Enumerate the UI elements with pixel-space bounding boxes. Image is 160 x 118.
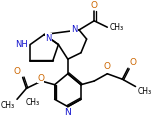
Text: CH₃: CH₃ <box>109 23 123 32</box>
Text: O: O <box>104 62 111 71</box>
Text: N: N <box>64 108 71 117</box>
Text: O: O <box>130 58 137 67</box>
Text: N: N <box>45 34 52 43</box>
Text: CH₃: CH₃ <box>25 98 40 107</box>
Text: O: O <box>91 1 98 10</box>
Text: O: O <box>14 67 21 76</box>
Text: O: O <box>37 74 44 83</box>
Text: NH: NH <box>16 40 28 49</box>
Text: CH₃: CH₃ <box>137 87 152 96</box>
Text: CH₃: CH₃ <box>1 101 15 110</box>
Text: N: N <box>71 25 77 34</box>
